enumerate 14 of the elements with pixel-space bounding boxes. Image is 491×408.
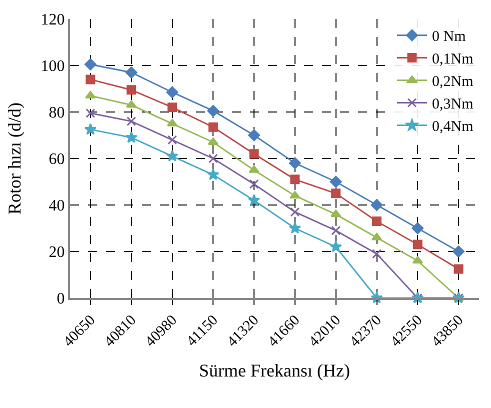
legend-label: 0,3Nm <box>432 96 474 113</box>
x-axis-title: Sürme Frekansı (Hz) <box>199 360 350 381</box>
legend-label: 0,4Nm <box>432 119 474 136</box>
legend-label: 0,1Nm <box>432 52 474 68</box>
y-tick-label: 100 <box>40 58 65 76</box>
y-tick-label: 60 <box>48 151 65 168</box>
legend-label: 0 Nm <box>432 29 466 46</box>
y-tick-label: 120 <box>40 12 65 29</box>
y-tick-label: 40 <box>48 198 65 215</box>
legend-label: 0,2Nm <box>432 74 474 90</box>
y-tick-label: 80 <box>48 104 65 122</box>
y-axis-title: Rotor hızı (d/d) <box>4 102 24 214</box>
y-tick-label: 0 <box>56 290 65 308</box>
y-tick-label: 20 <box>48 244 65 262</box>
